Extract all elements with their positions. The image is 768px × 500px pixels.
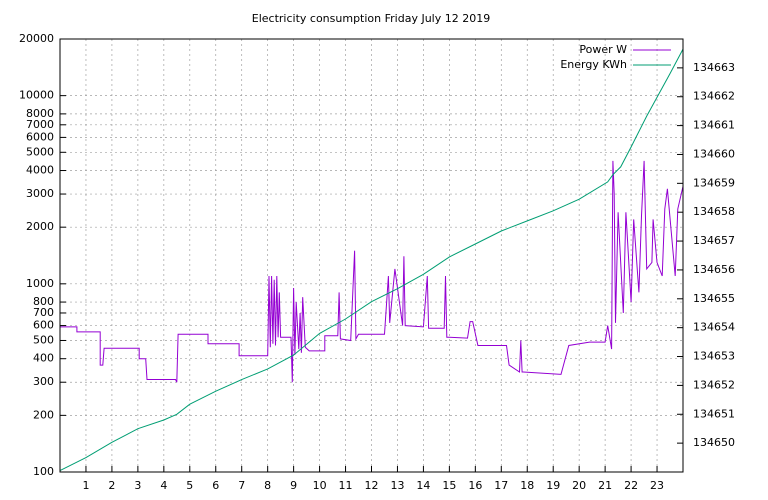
y2-tick-label: 134656 xyxy=(693,263,735,276)
y2-tick-label: 134662 xyxy=(693,90,735,103)
x-tick-label: 14 xyxy=(416,479,430,492)
x-tick-label: 22 xyxy=(624,479,638,492)
legend-label: Energy KWh xyxy=(560,58,627,71)
y-tick-label: 8000 xyxy=(26,107,54,120)
x-tick-label: 2 xyxy=(108,479,115,492)
y2-tick-label: 134652 xyxy=(693,378,735,391)
x-tick-label: 12 xyxy=(365,479,379,492)
y-tick-label: 4000 xyxy=(26,164,54,177)
legend-label: Power W xyxy=(579,43,627,56)
y2-tick-label: 134657 xyxy=(693,234,735,247)
x-tick-label: 7 xyxy=(238,479,245,492)
x-tick-label: 6 xyxy=(212,479,219,492)
plot-border xyxy=(59,38,684,473)
x-tick-label: 8 xyxy=(264,479,271,492)
x-tick-label: 3 xyxy=(134,479,141,492)
y2-tick-label: 134663 xyxy=(693,61,735,74)
x-tick-label: 19 xyxy=(546,479,560,492)
x-tick-label: 16 xyxy=(468,479,482,492)
x-tick-label: 23 xyxy=(650,479,664,492)
y-tick-label: 600 xyxy=(33,319,54,332)
series-line xyxy=(59,48,684,472)
y2-tick-label: 134655 xyxy=(693,292,735,305)
x-tick-label: 1 xyxy=(82,479,89,492)
y-tick-label: 6000 xyxy=(26,130,54,143)
x-tick-label: 15 xyxy=(442,479,456,492)
y-tick-label: 100 xyxy=(33,465,54,478)
y-tick-label: 20000 xyxy=(19,32,54,45)
x-tick-label: 9 xyxy=(290,479,297,492)
x-tick-label: 13 xyxy=(390,479,404,492)
y-tick-label: 1000 xyxy=(26,277,54,290)
y2-tick-label: 134654 xyxy=(693,321,735,334)
x-tick-label: 10 xyxy=(313,479,327,492)
chart-title: Electricity consumption Friday July 12 2… xyxy=(252,12,490,25)
x-tick-label: 5 xyxy=(186,479,193,492)
y-tick-label: 300 xyxy=(33,375,54,388)
y2-tick-label: 134653 xyxy=(693,350,735,363)
x-tick-label: 11 xyxy=(339,479,353,492)
y-tick-label: 400 xyxy=(33,352,54,365)
x-tick-label: 20 xyxy=(572,479,586,492)
y-tick-label: 200 xyxy=(33,408,54,421)
x-tick-label: 17 xyxy=(494,479,508,492)
y-tick-label: 700 xyxy=(33,306,54,319)
y2-tick-label: 134659 xyxy=(693,176,735,189)
y2-tick-label: 134651 xyxy=(693,407,735,420)
y-tick-label: 10000 xyxy=(19,89,54,102)
y-tick-label: 7000 xyxy=(26,118,54,131)
y2-tick-label: 134650 xyxy=(693,436,735,449)
x-tick-label: 4 xyxy=(160,479,167,492)
series-line xyxy=(60,160,684,383)
y2-tick-label: 134658 xyxy=(693,205,735,218)
y-tick-label: 2000 xyxy=(26,220,54,233)
x-tick-label: 21 xyxy=(598,479,612,492)
y-tick-label: 800 xyxy=(33,295,54,308)
y-tick-label: 3000 xyxy=(26,187,54,200)
y2-tick-label: 134660 xyxy=(693,147,735,160)
y-tick-label: 5000 xyxy=(26,145,54,158)
y2-tick-label: 134661 xyxy=(693,119,735,132)
y-tick-label: 500 xyxy=(33,333,54,346)
x-tick-label: 18 xyxy=(520,479,534,492)
